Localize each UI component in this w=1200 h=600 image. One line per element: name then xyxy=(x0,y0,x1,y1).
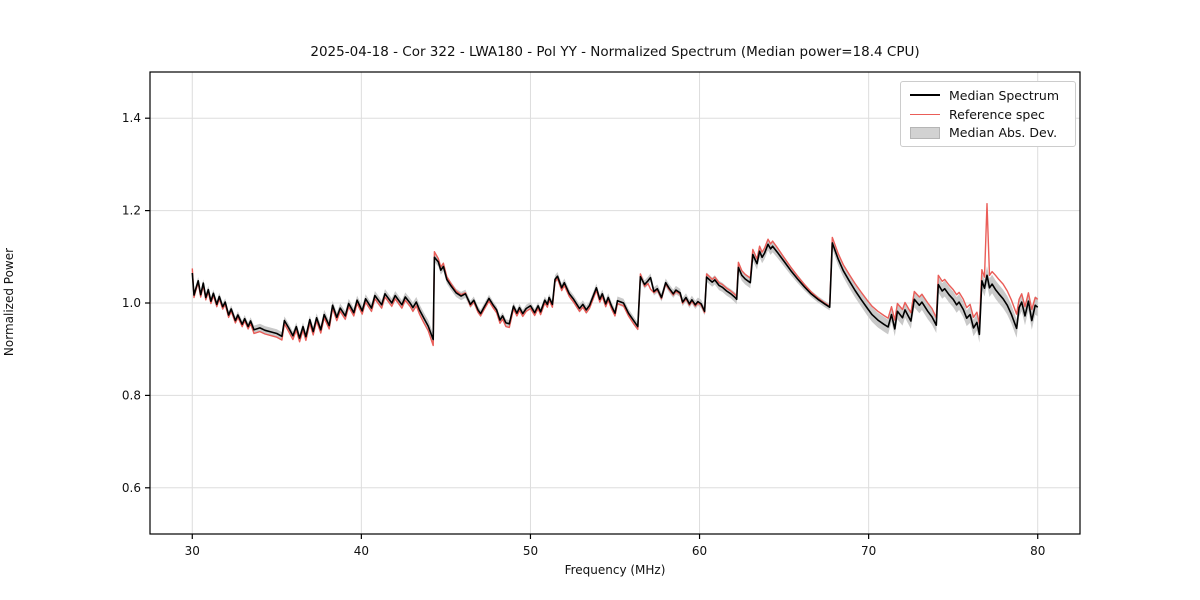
median-line-layer xyxy=(191,242,1039,341)
x-tick-label: 40 xyxy=(354,544,369,558)
y-axis-label: Normalized Power xyxy=(2,247,16,357)
legend-label: Reference spec xyxy=(949,106,1045,122)
chart-title: 2025-04-18 - Cor 322 - LWA180 - Pol YY -… xyxy=(310,44,920,60)
mad-band-layer xyxy=(192,236,1038,346)
legend-item-median-spectrum: Median Spectrum xyxy=(910,86,1066,105)
x-tick-label: 70 xyxy=(861,544,876,558)
mad-band xyxy=(192,236,1038,346)
y-tick-label: 1.4 xyxy=(122,111,141,125)
reference-spec-line xyxy=(191,202,1039,347)
legend: Median Spectrum Reference spec Median Ab… xyxy=(900,81,1076,147)
axis-ticks-layer xyxy=(145,117,1039,539)
legend-label: Median Abs. Dev. xyxy=(949,125,1058,141)
tick-labels-layer: 30 40 50 60 70 80 0.6 0.8 1.0 1.2 1.4 xyxy=(122,111,1045,558)
legend-item-median-abs-dev: Median Abs. Dev. xyxy=(910,123,1066,142)
median-spectrum-line xyxy=(191,242,1039,341)
x-tick-label: 30 xyxy=(185,544,200,558)
mad-band-swatch-icon xyxy=(910,126,940,139)
reference-line-swatch-icon xyxy=(910,113,940,115)
median-line-swatch-icon xyxy=(910,94,940,97)
legend-label: Median Spectrum xyxy=(949,87,1060,103)
x-tick-label: 80 xyxy=(1030,544,1045,558)
x-axis-label: Frequency (MHz) xyxy=(564,563,666,577)
x-tick-label: 50 xyxy=(523,544,538,558)
reference-line-layer xyxy=(191,202,1039,347)
y-tick-label: 0.6 xyxy=(122,481,141,495)
y-tick-label: 1.2 xyxy=(122,204,141,218)
legend-item-reference-spec: Reference spec xyxy=(910,105,1066,124)
x-tick-label: 60 xyxy=(692,544,707,558)
y-tick-label: 1.0 xyxy=(122,296,141,310)
y-tick-label: 0.8 xyxy=(122,388,141,402)
